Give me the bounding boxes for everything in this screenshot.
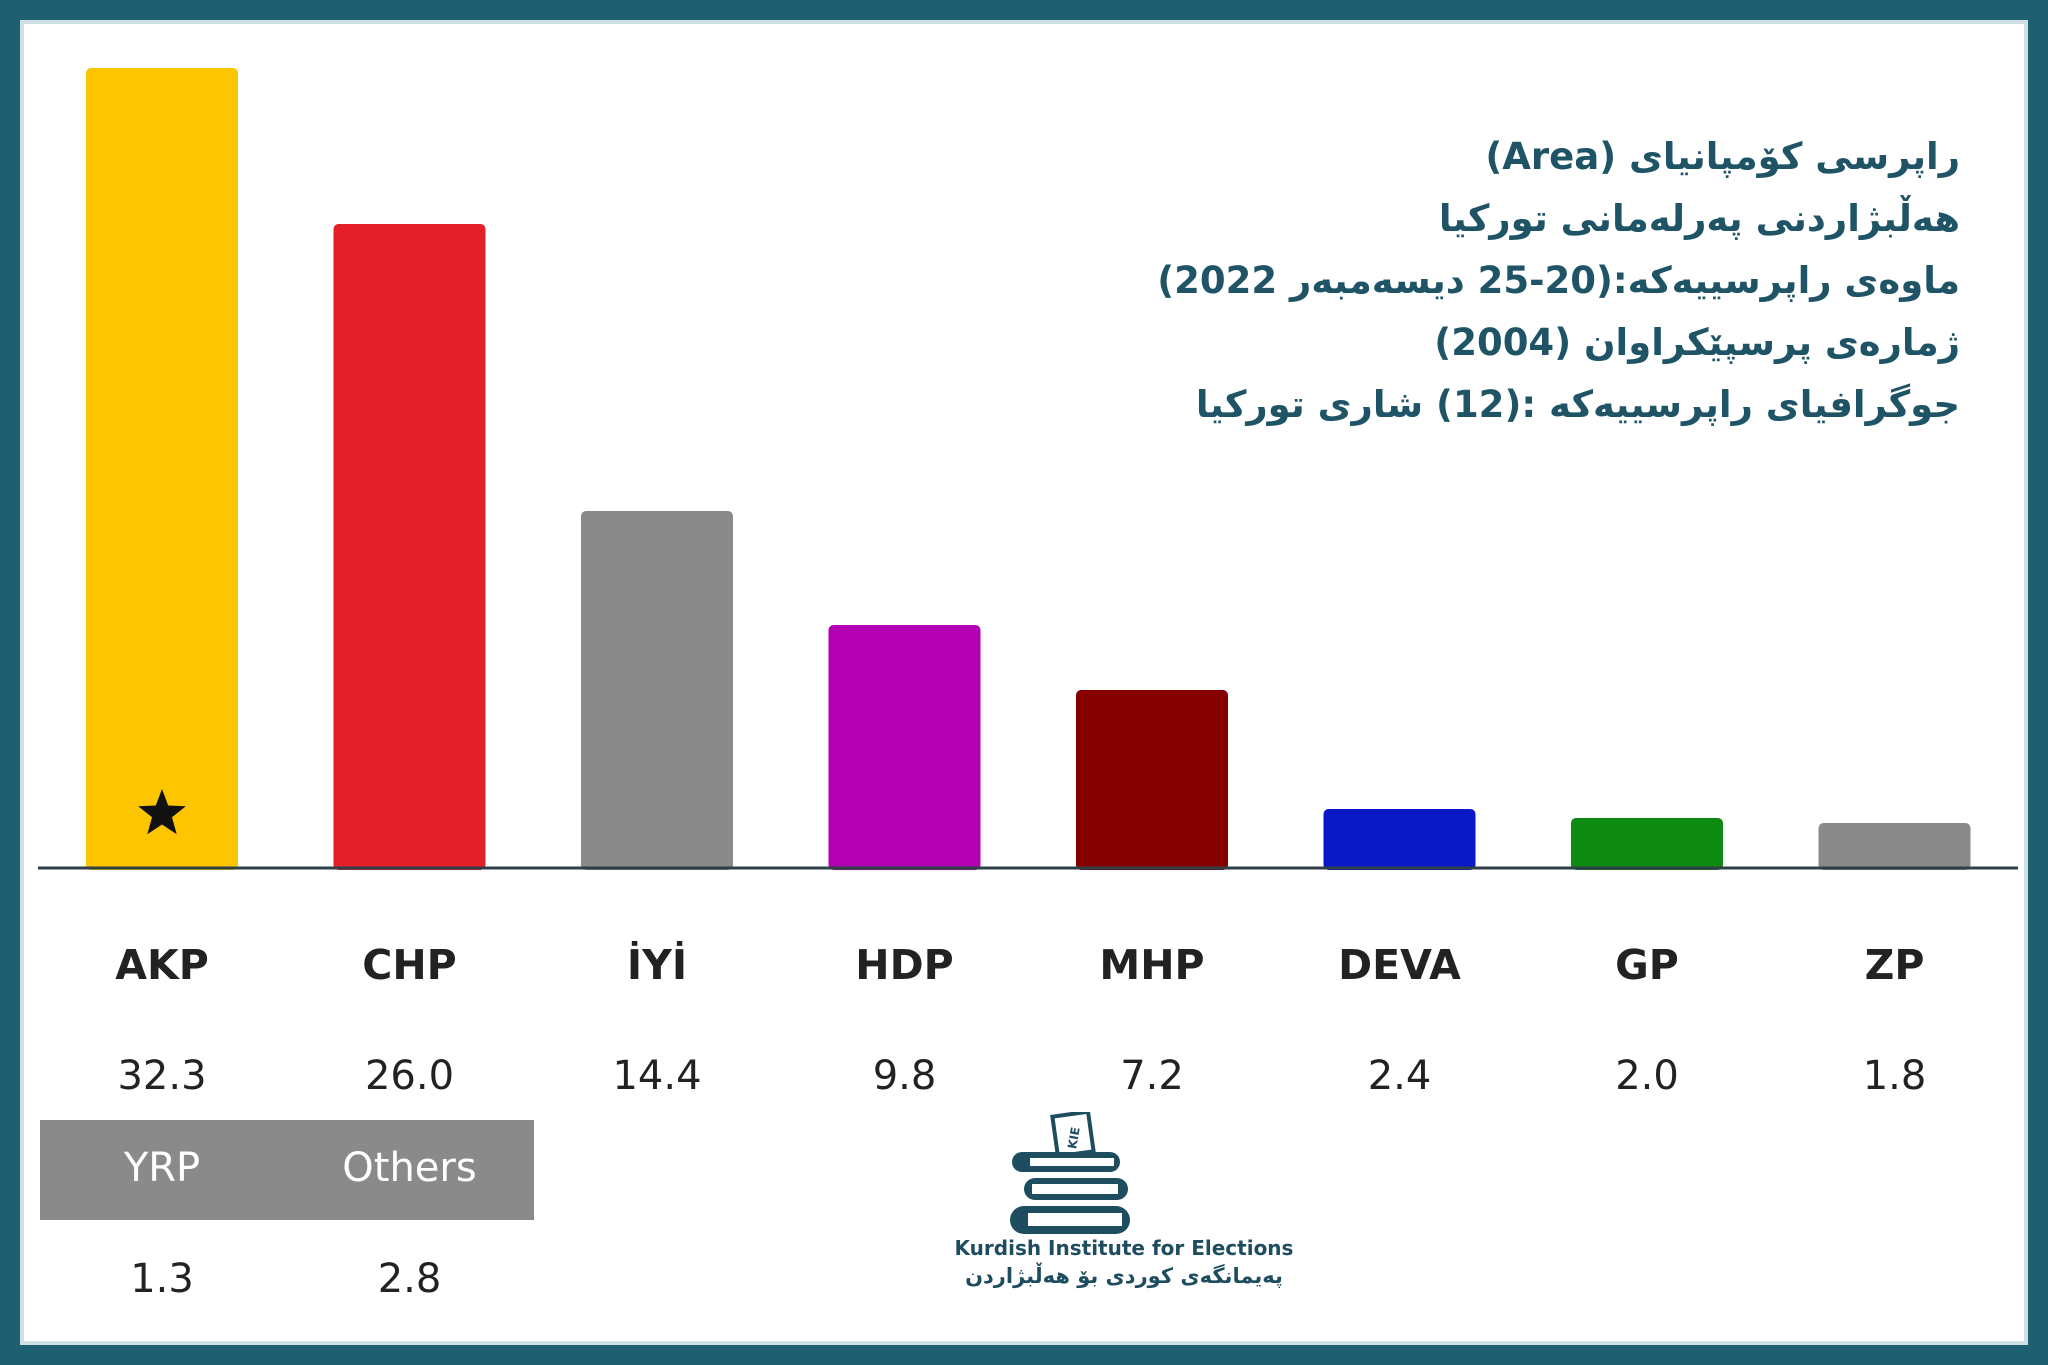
others-value-others: 2.8 — [377, 1256, 442, 1302]
book-top-pages — [1030, 1158, 1114, 1166]
category-label-zp: ZP — [1865, 941, 1925, 989]
others-header-bar — [40, 1120, 534, 1220]
others-header-others: Others — [342, 1145, 477, 1191]
value-label-mhp: 7.2 — [1120, 1053, 1184, 1099]
category-label-hdp: HDP — [855, 941, 953, 989]
poll-company-line: راپرسی کۆمپانیای (Area) — [1485, 135, 1960, 178]
poll-card: AKP 32.3 CHP 26.0 İYİ 14.4 HDP 9.8 MHP 7.2 DEVA 2.4… — [20, 20, 2028, 1345]
book-middle-pages — [1032, 1184, 1118, 1194]
poll-period-line: ماوەی راپرسییەکە:(20-25 دیسەمبەر 2022) — [1157, 259, 1960, 302]
value-label-hdp: 9.8 — [873, 1053, 937, 1099]
category-label-gp: GP — [1615, 941, 1679, 989]
poll-bar-chart: AKP 32.3 CHP 26.0 İYİ 14.4 HDP 9.8 MHP 7.2 DEVA 2.4… — [38, 68, 2018, 1220]
value-label-i-yi-: 14.4 — [612, 1053, 701, 1099]
bars-layer — [86, 68, 1971, 870]
others-value-yrp: 1.3 — [130, 1256, 194, 1302]
bar-i-yi- — [581, 511, 733, 870]
ballot-badge: KIE — [1065, 1126, 1083, 1150]
value-label-deva: 2.4 — [1368, 1053, 1432, 1099]
bar-deva — [1323, 809, 1476, 870]
others-header-yrp: YRP — [123, 1145, 201, 1191]
logo-name-kurdish: پەیمانگەی کوردی بۆ هەڵبژاردن — [965, 1264, 1283, 1288]
value-label-akp: 32.3 — [117, 1053, 206, 1099]
value-label-gp: 2.0 — [1615, 1053, 1679, 1099]
category-label-deva: DEVA — [1338, 941, 1461, 989]
category-label-chp: CHP — [362, 941, 456, 989]
bar-mhp — [1076, 690, 1228, 870]
labels-layer: AKP 32.3 CHP 26.0 İYİ 14.4 HDP 9.8 MHP 7.2 DEVA 2.4… — [115, 941, 1926, 1099]
others-table — [40, 1120, 534, 1220]
value-label-zp: 1.8 — [1863, 1053, 1927, 1099]
value-label-chp: 26.0 — [365, 1053, 454, 1099]
book-bottom-pages — [1028, 1213, 1122, 1226]
bar-akp — [86, 68, 238, 870]
bar-hdp — [828, 625, 981, 870]
star-icon — [138, 789, 186, 835]
category-label-akp: AKP — [115, 941, 209, 989]
logo-name-english: Kurdish Institute for Elections — [954, 1236, 1294, 1260]
stacked-books-ballot-icon: KIE — [1010, 1112, 1130, 1234]
election-title-line: هەڵبژاردنی پەرلەمانی تورکیا — [1438, 197, 1960, 240]
category-label-mhp: MHP — [1099, 941, 1204, 989]
sample-size-line: ژمارەی پرسپێکراوان (2004) — [1434, 321, 1960, 364]
poll-info: راپرسی کۆمپانیای (Area) هەڵبژاردنی پەرلە… — [1157, 126, 1960, 436]
bar-chp — [333, 224, 486, 870]
category-label-i-yi-: İYİ — [627, 941, 687, 989]
bar-gp — [1571, 818, 1723, 870]
poll-geography-line: جوگرافیای راپرسییەکە :(12) شاری تورکیا — [1195, 383, 1960, 426]
bar-zp — [1818, 823, 1971, 870]
